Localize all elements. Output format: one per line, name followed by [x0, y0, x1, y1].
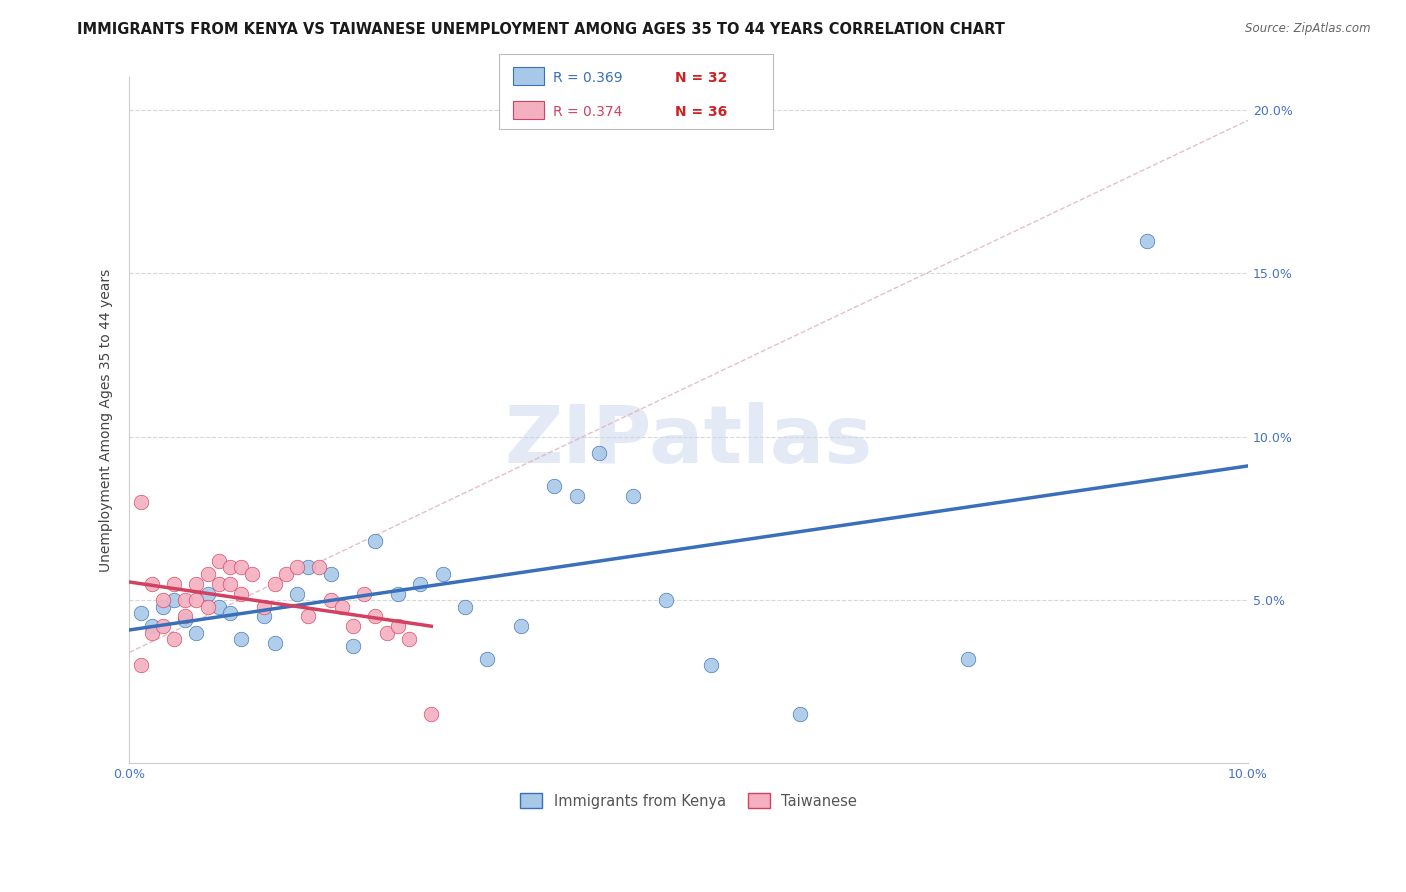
Point — [477, 652, 499, 666]
Point — [141, 619, 163, 633]
Point — [219, 576, 242, 591]
Y-axis label: Unemployment Among Ages 35 to 44 years: Unemployment Among Ages 35 to 44 years — [100, 268, 114, 572]
Point — [174, 609, 197, 624]
Point — [263, 635, 285, 649]
Text: R = 0.369: R = 0.369 — [553, 70, 623, 85]
Point — [174, 593, 197, 607]
Point — [621, 489, 644, 503]
Point — [163, 632, 186, 647]
Point — [543, 479, 565, 493]
Point — [208, 576, 231, 591]
Point — [387, 586, 409, 600]
Point — [152, 593, 174, 607]
Point — [197, 586, 219, 600]
Point — [163, 576, 186, 591]
Point — [432, 566, 454, 581]
Point — [186, 593, 208, 607]
Point — [285, 586, 308, 600]
Point — [387, 619, 409, 633]
Point — [319, 593, 342, 607]
Text: R = 0.374: R = 0.374 — [553, 104, 621, 119]
Point — [208, 599, 231, 614]
Point — [420, 707, 443, 722]
Point — [231, 632, 253, 647]
Point — [398, 632, 420, 647]
Point — [297, 609, 319, 624]
Point — [186, 576, 208, 591]
Point — [364, 534, 387, 549]
Point — [375, 625, 398, 640]
Point — [319, 566, 342, 581]
Point — [208, 554, 231, 568]
Point — [219, 560, 242, 574]
Point — [454, 599, 477, 614]
Point — [263, 576, 285, 591]
Point — [565, 489, 588, 503]
Point — [252, 609, 274, 624]
Text: ZIPatlas: ZIPatlas — [505, 402, 873, 480]
Point — [957, 652, 980, 666]
Point — [231, 586, 253, 600]
Point — [353, 586, 375, 600]
Point — [342, 639, 364, 653]
Point — [700, 658, 723, 673]
Point — [789, 707, 811, 722]
Point — [219, 606, 242, 620]
Point — [274, 566, 297, 581]
Point — [197, 566, 219, 581]
Point — [163, 593, 186, 607]
Point — [655, 593, 678, 607]
Legend: Immigrants from Kenya, Taiwanese: Immigrants from Kenya, Taiwanese — [515, 788, 863, 814]
Point — [285, 560, 308, 574]
Point — [252, 599, 274, 614]
Point — [588, 446, 610, 460]
Point — [152, 619, 174, 633]
Text: IMMIGRANTS FROM KENYA VS TAIWANESE UNEMPLOYMENT AMONG AGES 35 TO 44 YEARS CORREL: IMMIGRANTS FROM KENYA VS TAIWANESE UNEMP… — [77, 22, 1005, 37]
Point — [1136, 234, 1159, 248]
Point — [186, 625, 208, 640]
Point — [409, 576, 432, 591]
Point — [231, 560, 253, 574]
Point — [141, 576, 163, 591]
Point — [308, 560, 330, 574]
Point — [364, 609, 387, 624]
Text: Source: ZipAtlas.com: Source: ZipAtlas.com — [1246, 22, 1371, 36]
Text: N = 32: N = 32 — [675, 70, 727, 85]
Point — [174, 613, 197, 627]
Point — [129, 606, 152, 620]
Point — [197, 599, 219, 614]
Point — [141, 625, 163, 640]
Point — [330, 599, 353, 614]
Point — [240, 566, 263, 581]
Point — [129, 495, 152, 509]
Point — [509, 619, 531, 633]
Point — [297, 560, 319, 574]
Point — [129, 658, 152, 673]
Point — [342, 619, 364, 633]
Point — [152, 599, 174, 614]
Text: N = 36: N = 36 — [675, 104, 727, 119]
